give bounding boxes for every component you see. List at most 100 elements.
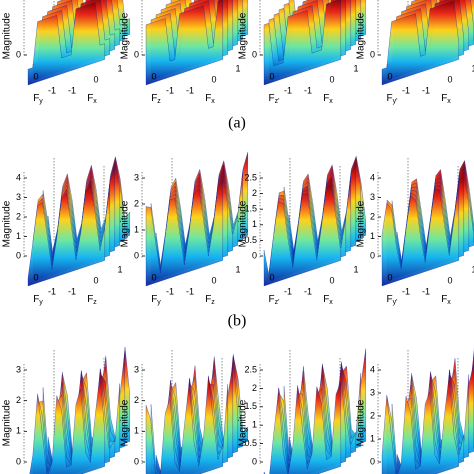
y-tick-label: 0 xyxy=(387,71,392,81)
axis-name: Fy' xyxy=(387,93,398,105)
axis-name: Fz xyxy=(205,294,215,306)
x-tick-label: 1 xyxy=(117,264,122,274)
x-tick-label: -1 xyxy=(422,85,430,95)
axis-name: Fx xyxy=(323,93,333,105)
y-tick-label: -1 xyxy=(166,85,174,95)
axis-name: Fz xyxy=(87,294,97,306)
x-tick-label: 1 xyxy=(353,264,358,274)
z-axis-label: Magnitude xyxy=(120,399,131,446)
z-axis-label: Magnitude xyxy=(356,399,367,446)
z-tick-label: 3 xyxy=(134,172,139,182)
surface xyxy=(27,183,105,287)
axis-name-sub: y xyxy=(39,98,43,105)
z-tick-label: 1.5 xyxy=(244,204,257,214)
z-tick-label: 0 xyxy=(370,456,375,466)
x-tick-label: 0 xyxy=(329,74,334,84)
axis-name-main: F xyxy=(87,93,93,104)
y-tick-label: -1 xyxy=(402,286,410,296)
x-tick-label: -1 xyxy=(422,286,430,296)
x-tick-label: 1 xyxy=(353,63,358,73)
z-tick-label: 4 xyxy=(370,172,375,182)
axis-name-main: F xyxy=(87,294,93,305)
axis-name-sub: x xyxy=(447,98,451,105)
axis-name-sub: y' xyxy=(393,299,398,306)
z-tick-label: 2 xyxy=(134,395,139,405)
y-tick-label: 0 xyxy=(269,71,274,81)
x-tick-label: -1 xyxy=(186,85,194,95)
z-tick-label: 0 xyxy=(370,250,375,260)
z-tick-label: 2 xyxy=(134,198,139,208)
z-tick-label: 0 xyxy=(16,250,21,260)
z-tick-label: 1 xyxy=(134,224,139,234)
z-tick-label: 0 xyxy=(134,250,139,260)
z-tick-label: 0 xyxy=(134,456,139,466)
axis-name: Fz' xyxy=(269,93,280,105)
axis-name-sub: z xyxy=(211,299,215,306)
axis-name-main: F xyxy=(151,93,157,104)
z-axis-label: Magnitude xyxy=(238,200,249,247)
z-tick-label: 1 xyxy=(370,231,375,241)
x-tick-label: 0 xyxy=(211,275,216,285)
z-tick-label: 2.5 xyxy=(244,172,257,182)
axis-name-sub: z' xyxy=(275,299,280,306)
x-tick-label: -1 xyxy=(304,85,312,95)
z-tick-label: 0 xyxy=(16,49,21,59)
axis-name-main: F xyxy=(387,294,393,305)
surface xyxy=(145,375,223,474)
surface xyxy=(145,179,223,287)
x-tick-label: 0 xyxy=(93,74,98,84)
x-tick-label: 0 xyxy=(93,275,98,285)
axis-name: Fx xyxy=(441,294,451,306)
z-tick-label: 1 xyxy=(16,231,21,241)
z-tick-label: 0 xyxy=(370,49,375,59)
x-tick-label: -1 xyxy=(304,286,312,296)
z-tick-label: 1 xyxy=(252,420,257,430)
z-tick-label: 0 xyxy=(252,49,257,59)
z-axis-label: Magnitude xyxy=(2,200,13,247)
y-tick-label: 0 xyxy=(269,272,274,282)
z-tick-label: 1 xyxy=(16,426,21,436)
z-tick-label: 4 xyxy=(16,172,21,182)
axis-name-sub: y xyxy=(39,299,43,306)
y-tick-label: -1 xyxy=(284,286,292,296)
y-tick-label: -1 xyxy=(166,286,174,296)
z-axis-label: Magnitude xyxy=(356,12,367,59)
x-tick-label: -1 xyxy=(68,85,76,95)
axis-name-main: F xyxy=(33,294,39,305)
axis-name: Fy' xyxy=(387,294,398,306)
z-tick-label: 1.5 xyxy=(244,401,257,411)
z-tick-label: 2 xyxy=(16,395,21,405)
z-axis-label: Magnitude xyxy=(238,399,249,446)
z-tick-label: 2 xyxy=(370,410,375,420)
x-tick-label: -1 xyxy=(68,286,76,296)
axis-name: Fz' xyxy=(269,294,280,306)
axis-name-sub: y xyxy=(157,299,161,306)
surface xyxy=(381,375,459,474)
surface xyxy=(29,373,105,474)
z-tick-label: 2 xyxy=(252,188,257,198)
axis-name-sub: x xyxy=(329,98,333,105)
axis-name-main: F xyxy=(269,93,275,104)
z-tick-label: 3 xyxy=(370,192,375,202)
y-tick-label: 0 xyxy=(33,71,38,81)
z-axis-label: Magnitude xyxy=(2,12,13,59)
x-tick-label: 0 xyxy=(329,275,334,285)
y-tick-label: 0 xyxy=(151,272,156,282)
y-tick-label: 0 xyxy=(33,272,38,282)
z-tick-label: 0 xyxy=(252,250,257,260)
x-tick-label: 1 xyxy=(235,264,240,274)
z-axis-label: Magnitude xyxy=(356,200,367,247)
axis-name-main: F xyxy=(323,93,329,104)
z-tick-label: 2 xyxy=(16,211,21,221)
axis-name: Fx xyxy=(87,93,97,105)
z-tick-label: 0 xyxy=(252,456,257,466)
z-axis-label: Magnitude xyxy=(238,12,249,59)
axis-name-main: F xyxy=(205,294,211,305)
z-tick-label: 3 xyxy=(134,364,139,374)
axis-name-sub: y' xyxy=(393,98,398,105)
surface xyxy=(381,182,459,287)
z-tick-label: 0 xyxy=(16,456,21,466)
y-tick-label: -1 xyxy=(402,85,410,95)
surface xyxy=(263,381,341,474)
